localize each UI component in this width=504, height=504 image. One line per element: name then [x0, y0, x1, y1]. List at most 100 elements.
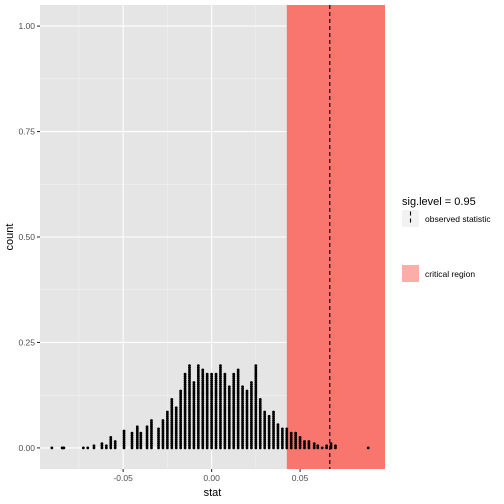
dot	[254, 404, 258, 408]
dot	[179, 406, 183, 410]
dot	[188, 425, 191, 429]
dot	[170, 410, 174, 414]
dot	[179, 395, 183, 399]
dot	[179, 391, 183, 395]
dot	[135, 438, 139, 441]
dot	[214, 438, 218, 441]
dot	[227, 398, 231, 401]
dot	[227, 389, 231, 393]
dot	[232, 379, 236, 382]
dot	[263, 442, 267, 446]
dot	[263, 435, 267, 439]
dot	[245, 406, 249, 410]
dot	[192, 414, 196, 418]
dot	[254, 376, 258, 380]
dot	[205, 391, 209, 395]
dot	[258, 429, 262, 433]
dot-stack	[100, 442, 104, 450]
dot	[219, 412, 222, 416]
dot	[188, 433, 191, 437]
dot-stack	[298, 435, 302, 450]
dot	[236, 416, 240, 420]
dot	[196, 423, 200, 427]
dot	[294, 438, 298, 441]
dot	[210, 446, 214, 450]
dot	[276, 427, 280, 431]
dot	[214, 406, 218, 410]
dot	[192, 387, 196, 391]
dot	[272, 425, 275, 429]
dot	[219, 364, 222, 368]
dot-stack	[192, 381, 196, 450]
dot	[192, 395, 196, 399]
dot	[219, 374, 222, 378]
dot	[150, 446, 153, 450]
dot	[245, 435, 249, 439]
dot	[214, 404, 218, 408]
dot	[205, 446, 209, 450]
dot	[192, 423, 196, 427]
x-axis-title: stat	[204, 487, 222, 499]
dot	[205, 416, 209, 420]
dot	[188, 385, 191, 389]
dot	[161, 419, 165, 422]
dot	[214, 442, 218, 446]
dot-stack	[174, 406, 178, 450]
dot	[223, 446, 227, 450]
dot	[289, 444, 293, 448]
dot	[214, 419, 218, 422]
dot	[170, 427, 174, 431]
dot	[170, 400, 174, 403]
dot	[179, 440, 183, 443]
dot	[196, 404, 200, 408]
dot	[250, 387, 253, 391]
dot	[188, 416, 191, 420]
dot	[223, 440, 227, 443]
dot	[210, 374, 214, 378]
dot	[276, 442, 280, 446]
dot	[258, 400, 262, 403]
dot	[188, 402, 191, 406]
dot	[232, 429, 236, 433]
dot	[174, 410, 178, 414]
dot	[254, 381, 258, 384]
dot	[316, 444, 320, 448]
dot	[104, 446, 108, 450]
dot	[241, 421, 244, 424]
dot	[161, 442, 165, 446]
dot	[232, 425, 236, 429]
dot	[219, 421, 222, 424]
dot	[258, 435, 262, 439]
dot	[258, 438, 262, 441]
dot	[210, 421, 214, 424]
dot	[183, 421, 187, 424]
dot	[236, 433, 240, 437]
dot	[258, 414, 262, 418]
dot	[245, 438, 249, 441]
dot	[201, 446, 205, 450]
dot	[241, 442, 244, 446]
dot	[280, 442, 284, 446]
dot-stack	[312, 442, 316, 450]
dot	[205, 427, 209, 431]
dot	[263, 419, 267, 422]
dot	[174, 425, 178, 429]
dot	[258, 442, 262, 446]
dot	[298, 444, 302, 448]
dot	[236, 423, 240, 427]
dot	[236, 395, 240, 399]
dot	[267, 419, 271, 422]
dot	[250, 381, 253, 384]
dot	[196, 383, 200, 387]
dot	[250, 416, 253, 420]
dot	[254, 421, 258, 424]
dot	[165, 438, 169, 441]
dot	[232, 404, 236, 408]
dot	[263, 438, 267, 441]
dot	[219, 440, 222, 443]
dot	[223, 379, 227, 382]
dot	[179, 393, 183, 397]
dot-stack	[276, 423, 280, 450]
dot	[227, 442, 231, 446]
dot	[214, 416, 218, 420]
